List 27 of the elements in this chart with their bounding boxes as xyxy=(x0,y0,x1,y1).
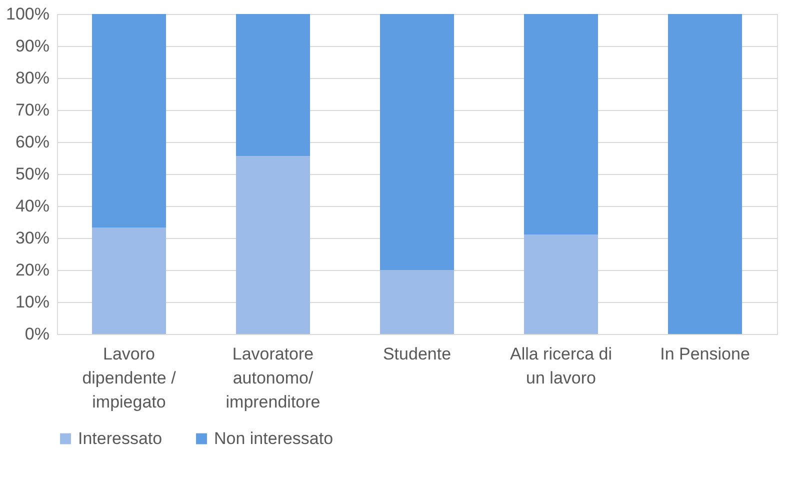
bar xyxy=(380,14,454,270)
x-tick-label: Lavoro dipendente / impiegato xyxy=(82,344,176,412)
y-tick-label: 80% xyxy=(15,68,50,88)
x-tick-label: Studente xyxy=(382,344,452,364)
y-tick-label: 60% xyxy=(15,132,50,152)
y-tick-label: 30% xyxy=(15,228,50,248)
y-tick-label: 10% xyxy=(15,292,50,312)
bar xyxy=(524,234,598,334)
x-tick-label: Alla ricerca di un lavoro xyxy=(510,344,612,388)
bar xyxy=(92,14,166,228)
y-tick-label: 90% xyxy=(15,36,50,56)
x-tick-label: In Pensione xyxy=(660,344,750,364)
bar xyxy=(380,270,454,334)
bar xyxy=(524,14,598,235)
bar xyxy=(668,14,742,334)
y-tick-label: 40% xyxy=(15,196,50,216)
y-tick-label: 0% xyxy=(24,324,50,344)
legend-label: Interessato xyxy=(78,428,162,448)
y-tick-label: 100% xyxy=(6,4,50,24)
y-tick-label: 70% xyxy=(15,100,50,120)
bar xyxy=(236,14,310,156)
y-tick-label: 50% xyxy=(15,164,50,184)
bar xyxy=(92,227,166,334)
legend-label: Non interessato xyxy=(214,428,334,448)
bar xyxy=(236,156,310,334)
y-tick-label: 20% xyxy=(15,260,50,280)
x-tick-label: Lavoratore autonomo/ imprenditore xyxy=(226,344,320,412)
